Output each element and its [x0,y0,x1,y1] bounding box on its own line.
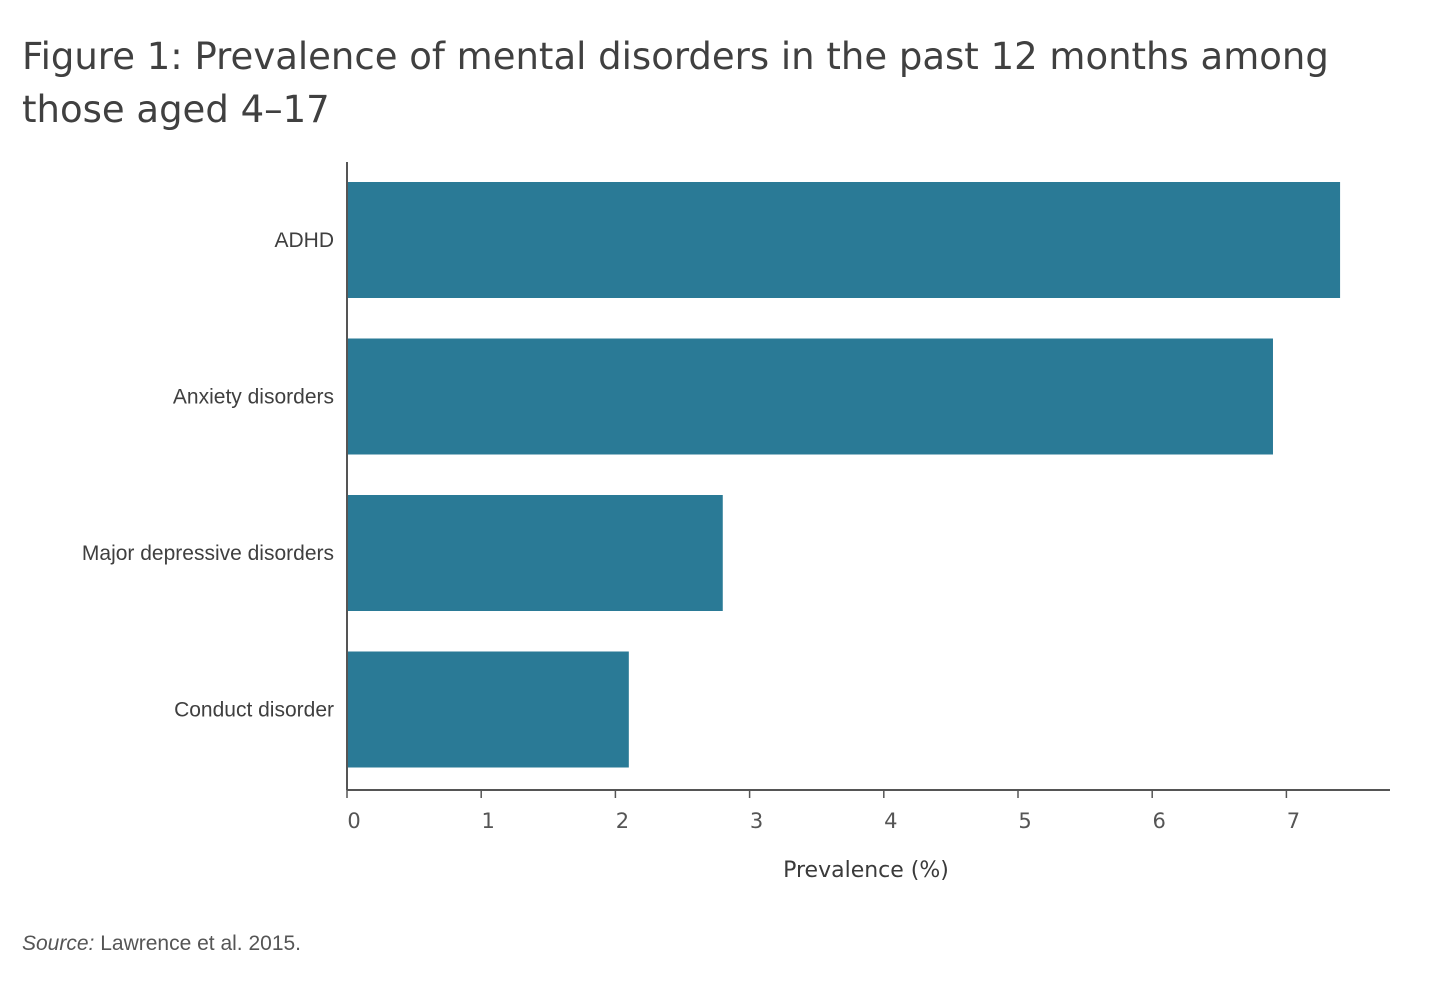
x-tick-label: 3 [750,809,763,833]
bars-group [347,182,1341,768]
x-tick-label: 1 [482,809,495,833]
x-tick-label: 6 [1153,809,1166,833]
x-axis-ticks: 0 1 2 3 4 5 6 7 [346,790,1300,833]
bar-3 [347,651,629,768]
bar-1 [347,338,1273,455]
x-tick-label: 0 [347,809,360,833]
x-axis-title: Prevalence (%) [783,858,949,883]
category-label: Major depressive disorders [82,542,334,565]
x-tick-label: 7 [1287,809,1300,833]
bar-2 [347,495,723,611]
source-note: Source: Lawrence et al. 2015. [22,932,301,956]
category-label: Anxiety disorders [173,386,334,409]
category-label: Conduct disorder [174,699,334,722]
chart-title: Figure 1: Prevalence of mental disorders… [22,35,1329,131]
category-label: ADHD [274,229,334,252]
source-text: Lawrence et al. 2015. [94,932,302,955]
bar-0 [347,182,1341,298]
category-labels: ADHD Anxiety disorders Major depressive di… [82,229,334,722]
x-tick-label: 4 [884,809,897,833]
x-tick-label: 2 [616,809,629,833]
x-tick-label: 5 [1018,809,1031,833]
source-label: Source: [22,932,95,955]
